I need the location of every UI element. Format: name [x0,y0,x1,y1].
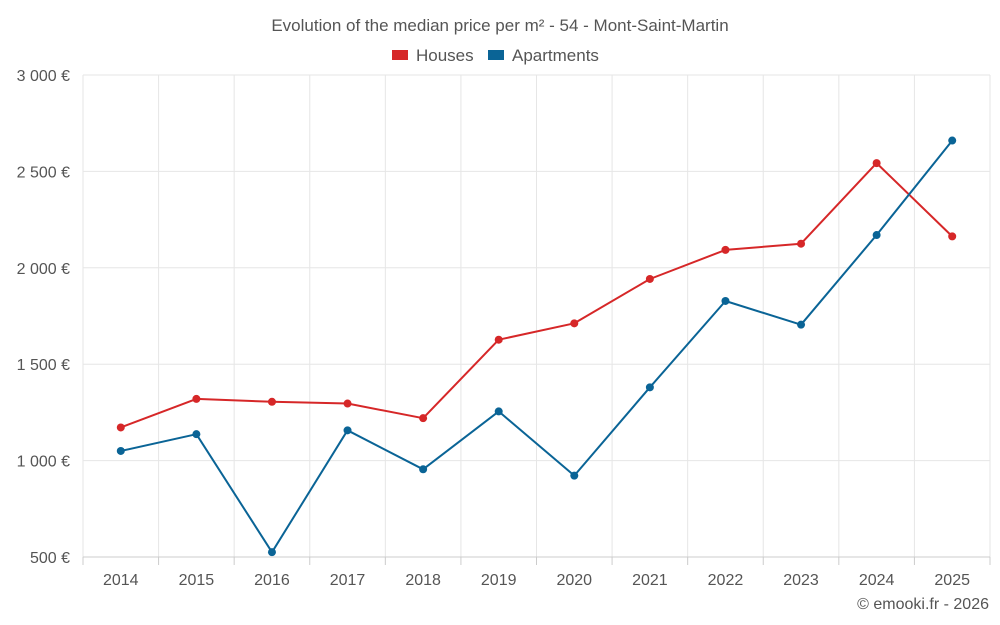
y-tick-label: 2 000 € [17,261,70,278]
data-point-houses[interactable] [419,414,428,423]
data-point-apartments[interactable] [797,320,806,329]
legend-swatch-houses [392,50,408,60]
data-point-apartments[interactable] [419,465,428,474]
data-point-houses[interactable] [797,239,806,248]
x-tick-label: 2019 [481,572,517,589]
data-point-houses[interactable] [116,423,125,432]
data-point-apartments[interactable] [721,296,730,305]
series-apartments [116,136,957,557]
data-point-houses[interactable] [494,335,503,344]
data-point-houses[interactable] [872,159,881,168]
data-point-apartments[interactable] [948,136,957,145]
x-tick-label: 2024 [859,572,895,589]
legend-item-apartments[interactable]: Apartments [488,46,599,65]
data-point-apartments[interactable] [116,446,125,455]
chart-title: Evolution of the median price per m² - 5… [271,16,728,35]
data-point-apartments[interactable] [494,407,503,416]
series-houses [116,159,957,432]
y-tick-label: 1 000 € [17,454,70,471]
x-tick-label: 2017 [330,572,366,589]
y-tick-label: 2 500 € [17,164,70,181]
data-point-houses[interactable] [721,245,730,254]
legend-item-houses[interactable]: Houses [392,46,474,65]
data-point-houses[interactable] [645,274,654,283]
x-tick-label: 2021 [632,572,668,589]
series-line-apartments [120,139,953,554]
x-tick-label: 2016 [254,572,290,589]
data-point-apartments[interactable] [570,471,579,480]
legend-label-houses: Houses [416,46,474,65]
grid [82,74,991,557]
x-tick-label: 2014 [103,572,139,589]
x-axis: 2014 2015 2016 2017 2018 2019 2020 2021 2022 2023… [82,556,991,589]
y-tick-label: 1 500 € [17,357,70,374]
x-tick-label: 2020 [556,572,592,589]
data-point-houses[interactable] [343,399,352,408]
data-point-houses[interactable] [192,394,201,403]
y-tick-label: 500 € [30,550,70,567]
data-point-apartments[interactable] [645,383,654,392]
x-tick-label: 2022 [708,572,744,589]
data-point-houses[interactable] [267,397,276,406]
data-point-apartments[interactable] [267,548,276,557]
data-point-apartments[interactable] [343,426,352,435]
credit-text: © emooki.fr - 2026 [857,596,989,613]
data-point-houses[interactable] [570,319,579,328]
data-point-apartments[interactable] [872,231,881,240]
x-tick-label: 2025 [934,572,970,589]
x-tick-label: 2015 [179,572,215,589]
legend-swatch-apartments [488,50,504,60]
x-tick-label: 2023 [783,572,819,589]
series-line-houses [120,162,953,429]
y-tick-label: 3 000 € [17,68,70,85]
y-axis: 500 € 1 000 € 1 500 € 2 000 € 2 500 € 3 000 € [17,68,70,567]
legend: Houses Apartments [392,46,599,65]
data-point-apartments[interactable] [192,430,201,439]
series-group [116,136,957,557]
x-tick-label: 2018 [405,572,441,589]
data-point-houses[interactable] [948,232,957,241]
legend-label-apartments: Apartments [512,46,599,65]
